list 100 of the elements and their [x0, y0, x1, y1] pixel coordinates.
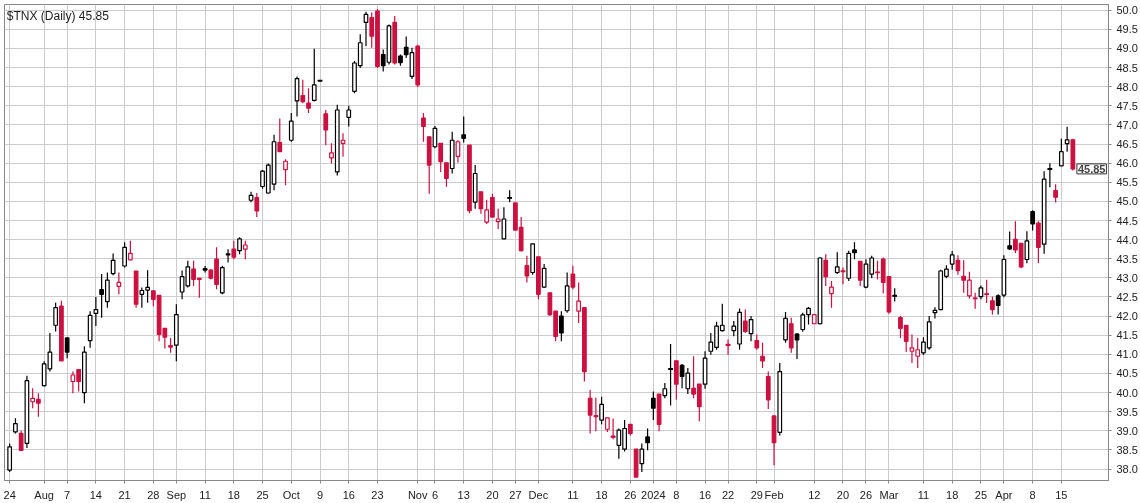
- y-tick-label: 48.5: [1116, 61, 1138, 74]
- candlestick: [283, 158, 288, 186]
- y-tick-label: 43.5: [1116, 252, 1138, 265]
- candlestick: [1007, 231, 1013, 251]
- candlestick: [834, 251, 840, 275]
- x-tick-label: 24: [3, 488, 16, 501]
- candlestick: [1053, 183, 1059, 204]
- y-tick-label: 49.5: [1116, 23, 1138, 36]
- candlestick: [110, 252, 116, 276]
- x-tick-label: Apr: [995, 488, 1013, 501]
- candlestick: [145, 269, 150, 304]
- x-tick-label: Dec: [528, 488, 549, 501]
- candlestick: [1058, 138, 1064, 167]
- x-tick-label: Feb: [764, 488, 784, 501]
- candlestick: [288, 112, 294, 143]
- x-tick-label: Aug: [34, 488, 54, 501]
- y-tick-label: 47.0: [1116, 118, 1138, 131]
- x-tick-label: 22: [721, 488, 735, 501]
- x-tick-label: 7: [64, 488, 71, 501]
- x-tick-label: Mar: [879, 488, 899, 501]
- candlestick: [949, 250, 955, 271]
- y-tick-label: 46.5: [1116, 138, 1138, 151]
- y-tick-label: 42.5: [1116, 290, 1138, 303]
- candlestick: [346, 105, 352, 128]
- y-tick-label: 47.5: [1116, 99, 1138, 112]
- candlestick: [1024, 230, 1030, 264]
- candlestick: [524, 255, 530, 284]
- candlestick: [323, 109, 329, 146]
- candlestick: [857, 260, 863, 287]
- y-tick-label: 42.0: [1116, 310, 1138, 323]
- x-tick-label: 13: [457, 488, 470, 501]
- candlestick: [570, 265, 576, 290]
- candlestick: [311, 48, 317, 103]
- x-tick-label: 21: [118, 488, 131, 501]
- candlestick: [461, 115, 467, 144]
- candlestick: [18, 430, 24, 451]
- y-tick-label: 46.0: [1116, 157, 1138, 170]
- candlestick: [306, 87, 311, 114]
- x-tick-label: 9: [316, 488, 324, 501]
- x-tick-label: 11: [917, 488, 930, 501]
- y-tick-label: 41.0: [1116, 348, 1138, 361]
- y-tick-label: 49.0: [1116, 42, 1138, 55]
- y-tick-label: 41.5: [1116, 329, 1138, 342]
- text: 45.85: [1077, 162, 1106, 175]
- y-tick-label: 38.5: [1116, 443, 1138, 456]
- y-tick-label: 48.0: [1116, 80, 1138, 93]
- x-tick-label: 6: [431, 488, 439, 501]
- y-tick-label: 40.0: [1116, 386, 1138, 399]
- candlestick: [225, 248, 231, 264]
- candlestick: [559, 310, 564, 342]
- y-tick-label: 45.5: [1116, 176, 1138, 189]
- candlestick: [1030, 209, 1036, 232]
- x-tick-label: 16: [698, 488, 712, 501]
- x-tick-label: 14: [89, 488, 103, 501]
- x-tick-label: Nov: [407, 488, 428, 501]
- candlestick: [765, 370, 771, 410]
- x-tick-label: 18: [595, 488, 608, 501]
- candlestick: [231, 240, 237, 260]
- candlestick: [783, 311, 788, 344]
- x-tick-label: 8: [673, 488, 680, 501]
- candlestick: [639, 442, 645, 473]
- y-tick-label: 38.0: [1116, 463, 1138, 476]
- x-tick-label: 16: [342, 488, 355, 501]
- x-tick-label: 27: [509, 488, 522, 501]
- x-tick-label: 26: [859, 488, 873, 501]
- x-tick-label: 29: [750, 488, 763, 501]
- candlestick: [116, 271, 122, 295]
- candlestick: [64, 337, 70, 359]
- x-tick-label: 15: [1055, 488, 1068, 501]
- candlestick: [823, 253, 829, 287]
- candlestick: [673, 360, 679, 401]
- candlestick: [955, 254, 961, 276]
- x-tick-label: 18: [946, 488, 959, 501]
- candlestick: [421, 112, 426, 143]
- y-tick-label: 44.0: [1116, 233, 1138, 246]
- x-tick-label: 11: [199, 488, 211, 501]
- candlestick: [277, 117, 283, 153]
- x-tick-label: Sep: [166, 488, 187, 501]
- x-tick-label: 18: [227, 488, 240, 501]
- x-tick-label: 12: [808, 488, 821, 501]
- candlestick: [645, 427, 650, 451]
- candlestick: [7, 442, 13, 473]
- x-tick-label: 25: [974, 488, 988, 501]
- x-tick-label: 11: [567, 488, 579, 501]
- candlestick: [995, 293, 1001, 316]
- x-tick-label: 8: [1029, 488, 1036, 501]
- candlestick: [254, 192, 260, 218]
- x-tick-label: 2024: [641, 488, 666, 501]
- y-tick-label: 43.0: [1116, 271, 1138, 284]
- candlestick: [760, 342, 765, 369]
- candlestick: [53, 302, 59, 332]
- x-tick-label: 20: [836, 488, 850, 501]
- candlestick: [93, 296, 99, 327]
- candlestick: [139, 286, 145, 309]
- candlestick: [444, 162, 449, 188]
- candlestick: [438, 142, 444, 173]
- y-tick-label: 45.0: [1116, 195, 1138, 208]
- candlestick: [742, 309, 748, 334]
- x-tick-label: 20: [486, 488, 499, 501]
- candlestick: [650, 390, 656, 421]
